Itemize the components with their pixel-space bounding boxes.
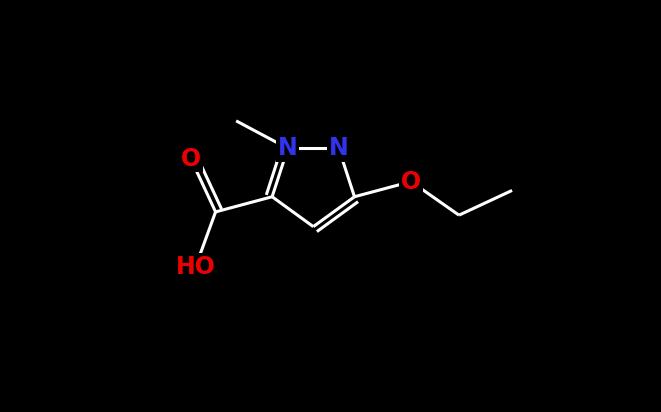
Text: N: N <box>329 136 348 160</box>
Text: O: O <box>180 147 201 171</box>
Text: O: O <box>401 170 421 194</box>
Text: N: N <box>278 136 297 160</box>
Text: HO: HO <box>176 255 215 279</box>
